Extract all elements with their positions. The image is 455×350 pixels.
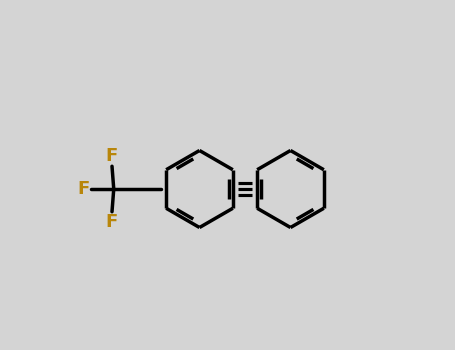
- Text: F: F: [77, 180, 90, 198]
- Text: F: F: [106, 147, 118, 165]
- Text: F: F: [106, 213, 118, 231]
